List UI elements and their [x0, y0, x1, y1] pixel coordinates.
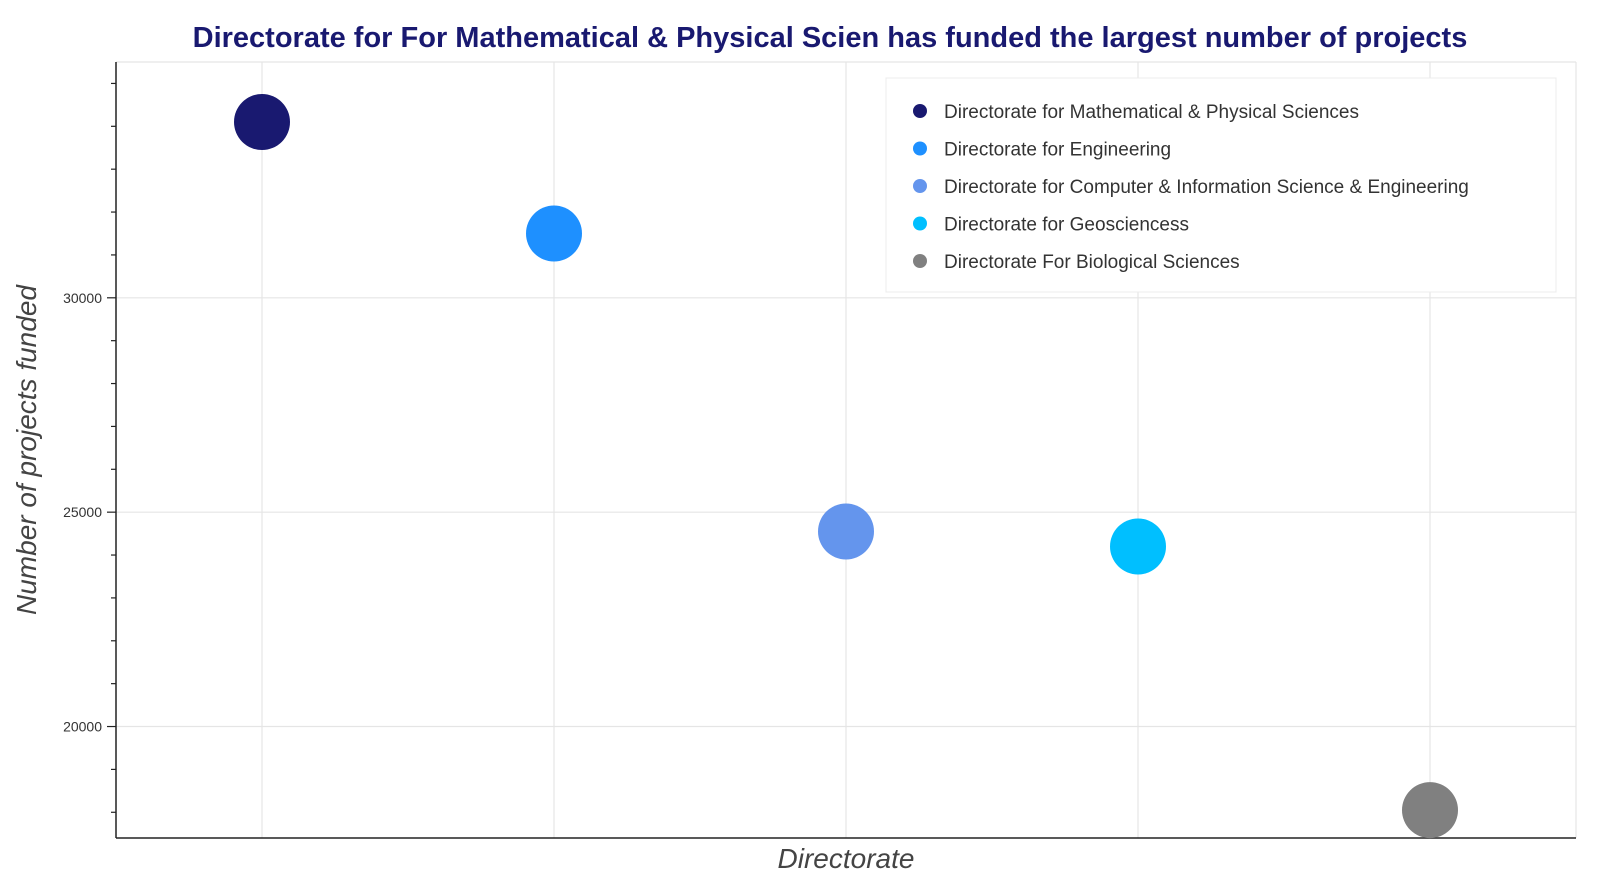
y-tick-label: 30000 [63, 290, 102, 306]
legend-marker [913, 254, 927, 268]
legend-label: Directorate for Computer & Information S… [944, 177, 1469, 198]
axes: 20000 25000 30000 [63, 62, 1576, 839]
data-point [818, 503, 874, 560]
legend-marker [913, 216, 927, 231]
legend: Directorate for Mathematical & Physical … [885, 77, 1557, 293]
legend-marker [913, 141, 927, 156]
legend-marker [913, 104, 927, 118]
y-tick-label: 20000 [63, 719, 102, 735]
data-points [234, 94, 1458, 839]
legend-marker [913, 179, 927, 193]
legend-label: Directorate for Engineering [944, 140, 1171, 161]
legend-box [885, 77, 1557, 293]
legend-label: Directorate For Biological Sciences [944, 252, 1240, 273]
data-point [526, 205, 582, 262]
y-axis-label: Number of projects funded [11, 284, 42, 615]
data-point [234, 94, 290, 151]
legend-label: Directorate for Mathematical & Physical … [944, 102, 1359, 123]
x-axis-label: Directorate [778, 843, 915, 874]
data-point [1402, 782, 1458, 839]
chart-title: Directorate for For Mathematical & Physi… [193, 22, 1468, 54]
legend-label: Directorate for Geosciencess [944, 215, 1189, 236]
y-tick-label: 25000 [63, 504, 102, 520]
data-point [1110, 518, 1166, 575]
